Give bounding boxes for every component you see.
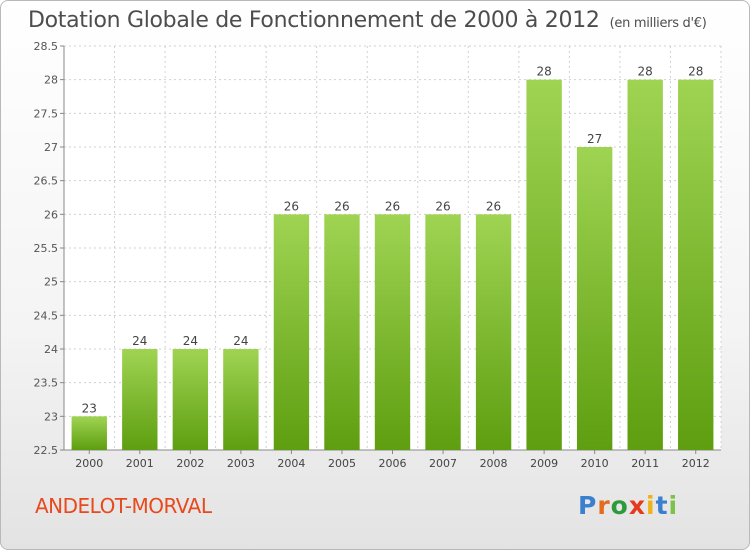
x-tick-label: 2004 [277,457,305,470]
x-axis-tick-labels: 2000 2001 2002 2003 2004 2005 2006 2007 2008 2009… [75,457,709,470]
y-tick-label: 23.5 [34,377,59,390]
proxiti-logo: Proxiti [578,491,679,520]
bar [273,214,310,450]
bar [71,416,107,450]
x-tick-label: 2000 [75,457,103,470]
x-tick-label: 2007 [429,457,457,470]
bars [71,79,714,451]
bar [627,79,663,451]
y-tick-label: 24 [44,343,58,356]
bar [172,349,209,450]
x-tick-label: 2006 [379,457,407,470]
bar-value-label: 28 [688,65,703,79]
x-tick-label: 2010 [581,457,609,470]
bar [223,349,259,450]
bar-value-label: 27 [587,132,602,146]
place-name: ANDELOT-MORVAL [35,494,212,518]
x-tick-label: 2005 [328,457,356,470]
bar-value-label: 26 [284,199,299,213]
y-tick-label: 27.5 [34,107,59,120]
bar-value-label: 24 [233,334,248,348]
bar-value-label: 26 [486,199,501,213]
y-tick-label: 23 [44,410,58,423]
y-tick-label: 27 [44,141,58,154]
y-tick-label: 25.5 [34,242,59,255]
y-tick-label: 25 [44,276,58,289]
bar-value-label: 23 [82,401,97,415]
y-tick-label: 26.5 [34,175,59,188]
bar [678,79,714,451]
y-tick-label: 28.5 [34,40,59,53]
x-tick-label: 2012 [682,457,710,470]
bar-value-labels: 23 24 24 24 26 26 26 26 26 28 27 28 28 [82,65,704,416]
y-tick-label: 28 [44,74,58,87]
chart-title: Dotation Globale de Fonctionnement de 20… [28,8,707,33]
bar-value-label: 24 [183,334,198,348]
y-tick-label: 22.5 [34,444,59,457]
y-tick-label: 26 [44,208,58,221]
bar [526,79,562,451]
bar-value-label: 24 [132,334,147,348]
y-axis-tick-labels: 22.5 23 23.5 24 24.5 25 25.5 26 26.5 27 27.5 28 28.5 [34,40,59,457]
bar-value-label: 28 [638,65,653,79]
y-tick-label: 24.5 [34,309,59,322]
x-tick-label: 2009 [530,457,558,470]
chart-title-text: Dotation Globale de Fonctionnement de 20… [28,8,600,33]
x-tick-label: 2011 [631,457,659,470]
bar-value-label: 26 [334,199,349,213]
bar [324,214,360,450]
x-tick-label: 2008 [480,457,508,470]
bar-value-label: 28 [536,65,551,79]
bar-value-label: 26 [385,199,400,213]
x-tick-label: 2003 [227,457,255,470]
bar [122,349,158,450]
grid-lines [63,45,722,451]
bar [425,214,461,450]
bar [374,214,411,450]
bar-value-label: 26 [435,199,450,213]
bar [576,147,613,450]
x-tick-label: 2002 [176,457,204,470]
chart-unit-note: (en milliers d'€) [609,16,707,31]
x-tick-label: 2001 [126,457,154,470]
bar [475,214,512,450]
